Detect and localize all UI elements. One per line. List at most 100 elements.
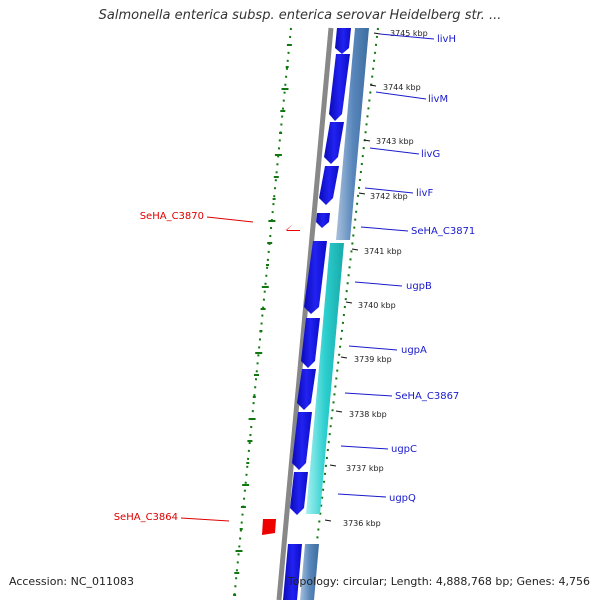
gene-ugpC-arrow[interactable] xyxy=(292,412,312,470)
tick-mark xyxy=(373,32,381,35)
tick-mark xyxy=(340,356,348,359)
gene-livM-arrow[interactable] xyxy=(329,54,350,121)
tick-label: 3736 kbp xyxy=(343,519,381,528)
tick-label: 3742 kbp xyxy=(370,192,408,201)
gene-label-livF[interactable]: livF xyxy=(416,188,433,199)
gc-content-mark xyxy=(281,88,289,90)
gene-ugpQ-arrow[interactable] xyxy=(290,472,308,515)
accession-label: Accession: NC_011083 xyxy=(9,575,135,588)
gc-skew-track-inner xyxy=(233,27,292,600)
gene-label-livG[interactable]: livG xyxy=(421,149,440,160)
gc-content-mark xyxy=(268,220,276,222)
cds-band-blue-top xyxy=(336,28,369,240)
gene-label-ugpA[interactable]: ugpA xyxy=(401,345,427,356)
gene-livG-arrow[interactable] xyxy=(324,122,344,164)
gene-next-arrow[interactable] xyxy=(283,544,302,600)
gc-content-mark xyxy=(267,242,273,244)
gene-SeHA_C3867-arrow[interactable] xyxy=(297,369,316,410)
tick-label: 3744 kbp xyxy=(383,83,421,92)
gene-labels-left: SeHA_C3870 SeHA_C3864 xyxy=(114,211,254,523)
gc-content-mark xyxy=(239,528,243,530)
gc-content-mark xyxy=(254,374,259,376)
gc-content-mark xyxy=(280,110,286,112)
gc-content-mark xyxy=(234,572,240,574)
label-leader xyxy=(180,517,230,522)
tick-mark xyxy=(363,139,371,142)
gene-label-SeHA_C3864[interactable]: SeHA_C3864 xyxy=(114,512,178,523)
label-leader xyxy=(206,216,254,223)
tick-mark xyxy=(351,248,359,251)
label-leader xyxy=(348,345,398,351)
tick-label: 3739 kbp xyxy=(354,355,392,364)
gene-SeHA_C3870-arrow[interactable] xyxy=(286,224,300,231)
scale-ticks: 3745 kbp 3744 kbp 3743 kbp 3742 kbp 3741… xyxy=(324,29,428,528)
gene-label-livH[interactable]: livH xyxy=(437,34,456,45)
gc-content-mark xyxy=(261,286,269,288)
gene-label-ugpQ[interactable]: ugpQ xyxy=(389,493,416,504)
gc-skew-track-outer xyxy=(309,27,379,600)
gene-label-ugpB[interactable]: ugpB xyxy=(406,281,432,292)
tick-label: 3737 kbp xyxy=(346,464,384,473)
label-leader xyxy=(379,33,435,40)
gc-content-mark xyxy=(255,352,263,354)
gc-content-marks xyxy=(233,44,292,596)
gc-content-mark xyxy=(233,594,237,596)
gc-content-mark xyxy=(279,132,283,134)
reverse-genes xyxy=(262,224,300,535)
tick-label: 3745 kbp xyxy=(390,29,428,38)
gc-content-mark xyxy=(246,462,250,464)
map-title: Salmonella enterica subsp. enterica sero… xyxy=(98,8,502,23)
gc-content-mark xyxy=(266,264,269,266)
gc-content-mark xyxy=(252,396,256,398)
gene-label-SeHA_C3870[interactable]: SeHA_C3870 xyxy=(140,211,204,222)
gene-livH-arrow[interactable] xyxy=(335,28,351,54)
tick-mark xyxy=(335,410,343,413)
gene-label-livM[interactable]: livM xyxy=(428,94,448,105)
label-leader xyxy=(369,147,420,155)
gene-ugpB-arrow[interactable] xyxy=(304,241,327,314)
label-leader xyxy=(364,187,414,194)
gc-content-mark xyxy=(240,506,246,508)
gene-ugpA-arrow[interactable] xyxy=(301,318,320,368)
forward-genes xyxy=(283,28,351,600)
gene-livF-arrow[interactable] xyxy=(319,166,339,205)
gc-content-mark xyxy=(274,154,282,156)
cds-band-cyan xyxy=(306,243,344,514)
gc-content-mark xyxy=(242,484,250,486)
gene-SeHA_C3871-arrow[interactable] xyxy=(316,213,330,228)
gc-content-mark xyxy=(247,440,253,442)
gc-content-mark xyxy=(273,176,279,178)
gene-label-SeHA_C3871[interactable]: SeHA_C3871 xyxy=(411,226,475,237)
genome-backbone xyxy=(276,27,334,600)
tick-label: 3741 kbp xyxy=(364,247,402,256)
label-leader xyxy=(337,493,387,498)
tick-mark xyxy=(329,464,337,467)
tick-label: 3740 kbp xyxy=(358,301,396,310)
gene-labels-right: livH livM livG livF SeHA_C3871 ugpB ugpA… xyxy=(337,33,475,504)
gene-label-SeHA_C3867[interactable]: SeHA_C3867 xyxy=(395,391,459,402)
gc-content-mark xyxy=(259,330,263,332)
gc-content-mark xyxy=(285,66,289,68)
gc-content-mark xyxy=(248,418,256,420)
gene-SeHA_C3864-arrow[interactable] xyxy=(262,513,276,535)
tick-mark xyxy=(324,519,332,522)
label-leader xyxy=(375,91,427,100)
cds-track xyxy=(300,28,369,600)
tick-label: 3743 kbp xyxy=(376,137,414,146)
label-leader xyxy=(354,281,403,287)
gc-content-mark xyxy=(272,198,276,200)
gene-label-ugpC[interactable]: ugpC xyxy=(391,444,417,455)
tick-mark xyxy=(358,192,366,195)
genome-summary: Topology: circular; Length: 4,888,768 bp… xyxy=(287,575,590,588)
label-leader xyxy=(344,392,393,397)
tick-mark xyxy=(345,301,353,304)
cds-band-blue-bottom xyxy=(300,544,319,600)
label-leader xyxy=(340,445,389,450)
gc-content-mark xyxy=(235,550,243,552)
gc-content-mark xyxy=(286,44,292,46)
gc-content-mark xyxy=(260,308,266,310)
tick-mark xyxy=(369,84,377,87)
label-leader xyxy=(360,226,409,232)
tick-label: 3738 kbp xyxy=(349,410,387,419)
